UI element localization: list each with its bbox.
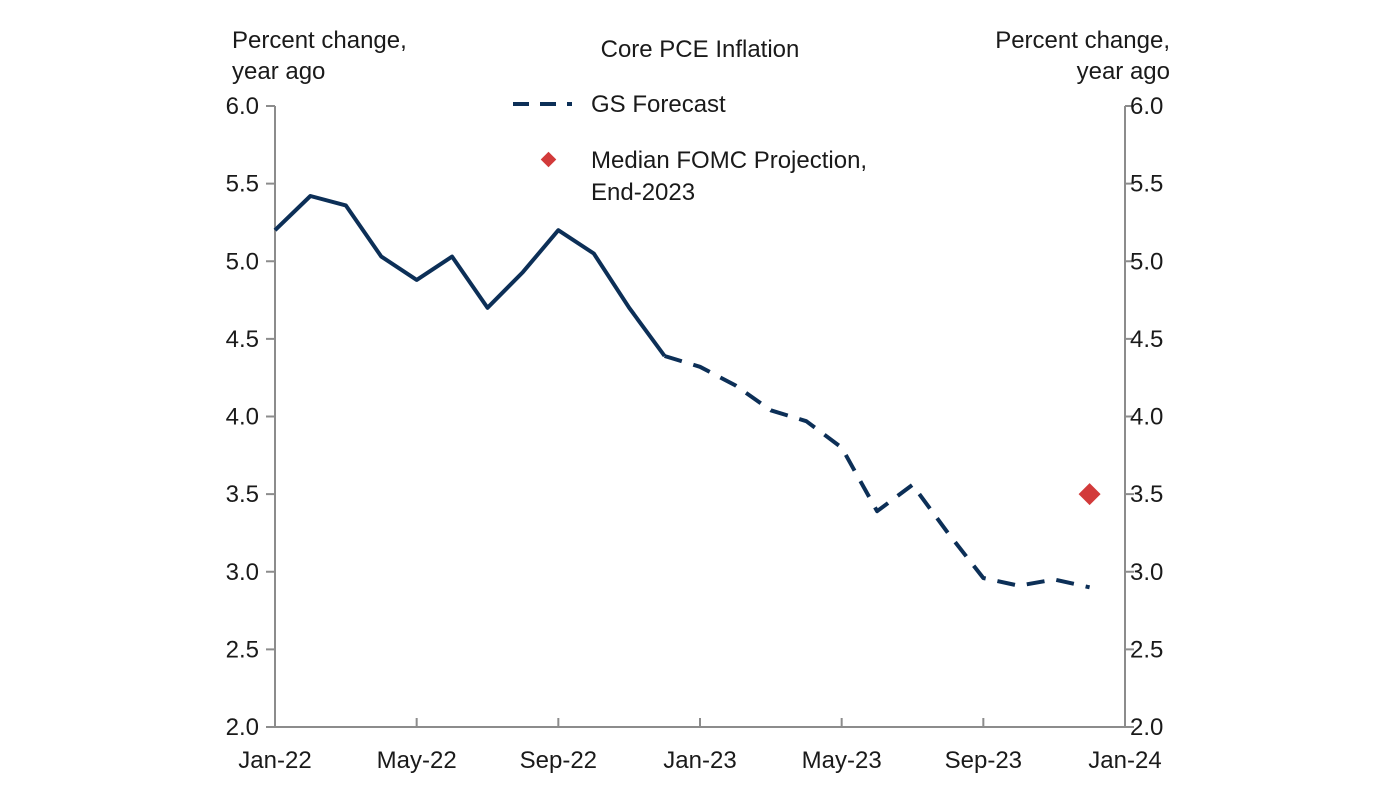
series-point <box>1089 587 1090 588</box>
left-y-tick-label: 5.0 <box>226 248 259 275</box>
left-axis-label-line2: year ago <box>232 58 325 85</box>
series-point <box>593 253 594 254</box>
marker-layer <box>1078 483 1101 506</box>
series-point <box>770 410 771 411</box>
left-axis-label-line1: Percent change, <box>232 27 407 54</box>
series-point <box>629 307 630 308</box>
series-point <box>487 307 488 308</box>
series-point <box>664 355 665 356</box>
series-point <box>700 366 701 367</box>
series-point <box>1018 585 1019 586</box>
left-y-tick-label: 3.0 <box>226 559 259 586</box>
x-tick-label: May-22 <box>377 747 457 774</box>
legend-forecast-label: GS Forecast <box>591 91 726 118</box>
right-y-tick-label: 4.0 <box>1130 404 1163 431</box>
series-point <box>452 256 453 257</box>
axes <box>274 106 1126 728</box>
right-axis-label-line2: year ago <box>1077 58 1170 85</box>
left-y-tick-label: 6.0 <box>226 93 259 120</box>
left-y-tick-label: 4.5 <box>226 326 259 353</box>
x-tick-label: Jan-22 <box>238 747 311 774</box>
chart-title: Core PCE Inflation <box>601 36 800 63</box>
left-y-tick-label: 2.0 <box>226 714 259 741</box>
x-tick-label: Jan-23 <box>663 747 736 774</box>
series-point <box>275 230 276 231</box>
right-y-tick-label: 4.5 <box>1130 326 1163 353</box>
series-point <box>735 385 736 386</box>
series-point <box>947 532 948 533</box>
left-y-tick-label: 2.5 <box>226 636 259 663</box>
x-tick-label: Sep-23 <box>945 747 1022 774</box>
actual-series-line <box>273 194 667 358</box>
series-point <box>558 230 559 231</box>
series-point <box>1054 579 1055 580</box>
right-y-tick-label: 3.5 <box>1130 481 1163 508</box>
right-y-tick-label: 3.0 <box>1130 559 1163 586</box>
series-point <box>912 484 913 485</box>
legend-fomc-label-line2: End-2023 <box>591 179 695 206</box>
series-point <box>877 511 878 512</box>
right-axis-label-line1: Percent change, <box>995 27 1170 54</box>
right-y-tick-label: 6.0 <box>1130 93 1163 120</box>
right-y-tick-label: 2.0 <box>1130 714 1163 741</box>
right-y-axis-ticks: 6.0 5.5 5.0 4.5 4.0 3.5 3.0 2.5 2.0 <box>1125 93 1163 741</box>
series-point <box>310 196 311 197</box>
right-y-tick-label: 5.0 <box>1130 248 1163 275</box>
left-y-tick-label: 3.5 <box>226 481 259 508</box>
series-point <box>806 421 807 422</box>
x-tick-label: Jan-24 <box>1088 747 1161 774</box>
left-y-axis-ticks: 6.0 5.5 5.0 4.5 4.0 3.5 3.0 2.5 2.0 <box>226 93 275 741</box>
x-tick-label: Sep-22 <box>520 747 597 774</box>
series-point <box>983 577 984 578</box>
forecast-series-line <box>664 354 1091 590</box>
x-tick-label: May-23 <box>802 747 882 774</box>
series-layer <box>273 194 1091 590</box>
right-y-tick-label: 2.5 <box>1130 636 1163 663</box>
legend-fomc-label-line1: Median FOMC Projection, <box>591 147 867 174</box>
fomc-projection-marker <box>1078 483 1101 506</box>
x-axis-ticks: Jan-22 May-22 Sep-22 Jan-23 May-23 Sep-23 Jan-… <box>238 718 1162 774</box>
right-y-tick-label: 5.5 <box>1130 171 1163 198</box>
legend-fomc-swatch <box>540 151 557 168</box>
series-point <box>416 279 417 280</box>
legend: GS Forecast Median FOMC Projection, End-… <box>513 91 867 206</box>
series-point <box>345 205 346 206</box>
left-y-tick-label: 4.0 <box>226 404 259 431</box>
series-point <box>381 256 382 257</box>
series-point <box>841 447 842 448</box>
left-y-tick-label: 5.5 <box>226 171 259 198</box>
series-point <box>522 272 523 273</box>
